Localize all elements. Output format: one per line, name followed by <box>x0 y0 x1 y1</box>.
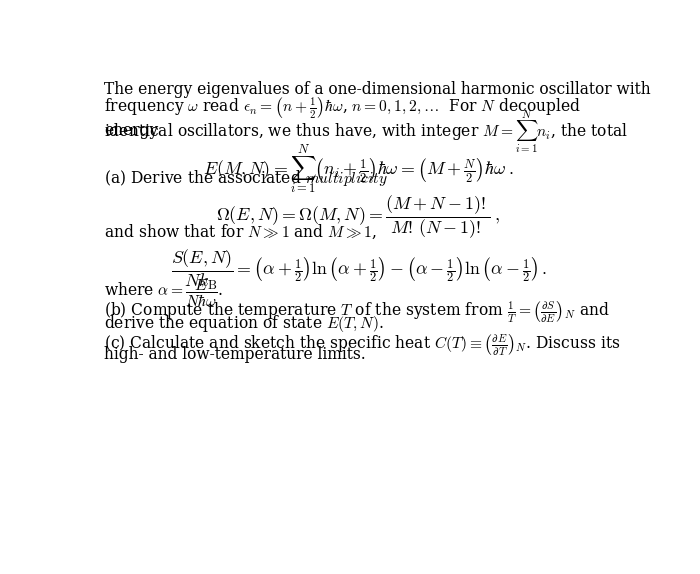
Text: (c) Calculate and sketch the specific heat $C(T) \equiv \left(\frac{\partial E}{: (c) Calculate and sketch the specific he… <box>104 332 620 357</box>
Text: identical oscillators, we thus have, with integer $M = \sum_{i=1}^{N} n_i$, the : identical oscillators, we thus have, wit… <box>104 108 628 156</box>
Text: where $\alpha = \dfrac{E}{N\hbar\omega}$.: where $\alpha = \dfrac{E}{N\hbar\omega}$… <box>104 277 223 309</box>
Text: (b) Compute the temperature $T$ of the system from $\frac{1}{T} = \left(\frac{\p: (b) Compute the temperature $T$ of the s… <box>104 298 610 324</box>
Text: (a) Derive the associated $\mathit{multiplicity}$: (a) Derive the associated $\mathit{multi… <box>104 168 388 188</box>
Text: $E(M, N) = \sum_{i=1}^{N} \left(n_i + \frac{1}{2}\right) \hbar\omega = \left(M +: $E(M, N) = \sum_{i=1}^{N} \left(n_i + \f… <box>203 142 514 195</box>
Text: frequency $\omega$ read $\epsilon_n = \left(n + \frac{1}{2}\right)\hbar\omega$, : frequency $\omega$ read $\epsilon_n = \l… <box>104 95 581 120</box>
Text: derive the equation of state $E(T, N)$.: derive the equation of state $E(T, N)$. <box>104 313 384 334</box>
Text: high- and low-temperature limits.: high- and low-temperature limits. <box>104 347 365 363</box>
Text: energy: energy <box>104 122 158 139</box>
Text: $\Omega(E, N) = \Omega(M, N) = \dfrac{(M + N - 1)!}{M!\,(N-1)!}\;,$: $\Omega(E, N) = \Omega(M, N) = \dfrac{(M… <box>216 193 501 241</box>
Text: $\dfrac{S(E,N)}{Nk_{\mathrm{B}}} = \left(\alpha + \frac{1}{2}\right)\ln\left(\al: $\dfrac{S(E,N)}{Nk_{\mathrm{B}}} = \left… <box>171 247 547 292</box>
Text: The energy eigenvalues of a one-dimensional harmonic oscillator with: The energy eigenvalues of a one-dimensio… <box>104 82 650 98</box>
Text: and show that for $N \gg 1$ and $M \gg 1$,: and show that for $N \gg 1$ and $M \gg 1… <box>104 223 377 241</box>
